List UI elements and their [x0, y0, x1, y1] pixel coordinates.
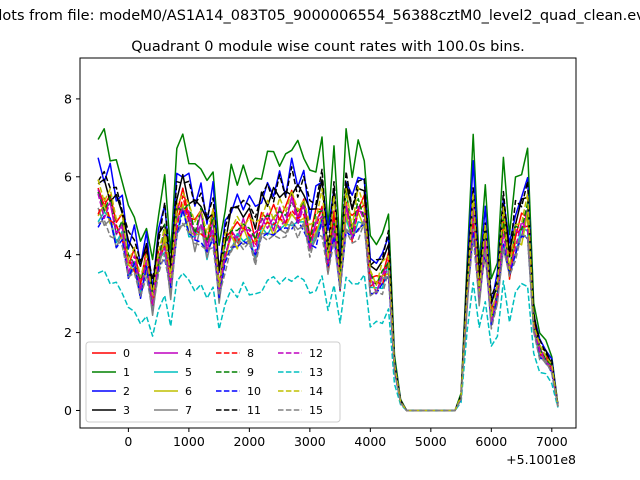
- legend-label-14: 14: [309, 385, 323, 398]
- x-offset-text: +5.1001e8: [506, 452, 576, 467]
- series-line-12: [97, 193, 559, 412]
- x-tick-label: 7000: [536, 434, 568, 449]
- legend-label-3: 3: [123, 404, 130, 417]
- x-axis: 0 1000 2000 3000 4000 5000 6000 7000: [124, 428, 568, 449]
- chart-title: Quadrant 0 module wise count rates with …: [131, 39, 525, 55]
- chart-suptitle: Plots from file: modeM0/AS1A14_083T05_90…: [0, 8, 640, 24]
- y-tick-label: 4: [64, 247, 72, 262]
- legend-label-9: 9: [247, 366, 254, 379]
- y-tick-label: 0: [64, 403, 72, 418]
- series-line-11: [97, 166, 559, 412]
- y-tick-label: 6: [64, 169, 72, 184]
- legend-label-13: 13: [309, 366, 323, 379]
- legend-label-11: 11: [247, 404, 261, 417]
- x-tick-label: 5000: [415, 434, 447, 449]
- legend-label-5: 5: [185, 366, 192, 379]
- legend-label-1: 1: [123, 366, 130, 379]
- x-tick-label: 6000: [475, 434, 507, 449]
- x-tick-label: 0: [124, 434, 132, 449]
- y-tick-label: 2: [64, 325, 72, 340]
- legend-label-7: 7: [185, 404, 192, 417]
- series-layer: [97, 128, 559, 412]
- series-line-13: [97, 269, 559, 412]
- legend-label-4: 4: [185, 347, 192, 360]
- legend-label-15: 15: [309, 404, 323, 417]
- legend-label-2: 2: [123, 385, 130, 398]
- y-axis: 0 2 4 6 8: [64, 91, 80, 418]
- x-tick-label: 2000: [233, 434, 265, 449]
- series-line-15: [97, 219, 559, 412]
- y-tick-label: 8: [64, 91, 72, 106]
- x-tick-label: 4000: [354, 434, 386, 449]
- series-line-14: [97, 179, 559, 412]
- legend-box: [85, 341, 341, 423]
- plot-frame: [79, 57, 577, 429]
- x-tick-label: 1000: [173, 434, 205, 449]
- legend-label-8: 8: [247, 347, 254, 360]
- x-tick-label: 3000: [294, 434, 326, 449]
- legend-label-12: 12: [309, 347, 323, 360]
- legend-label-0: 0: [123, 347, 130, 360]
- legend-label-10: 10: [247, 385, 261, 398]
- legend-label-6: 6: [185, 385, 192, 398]
